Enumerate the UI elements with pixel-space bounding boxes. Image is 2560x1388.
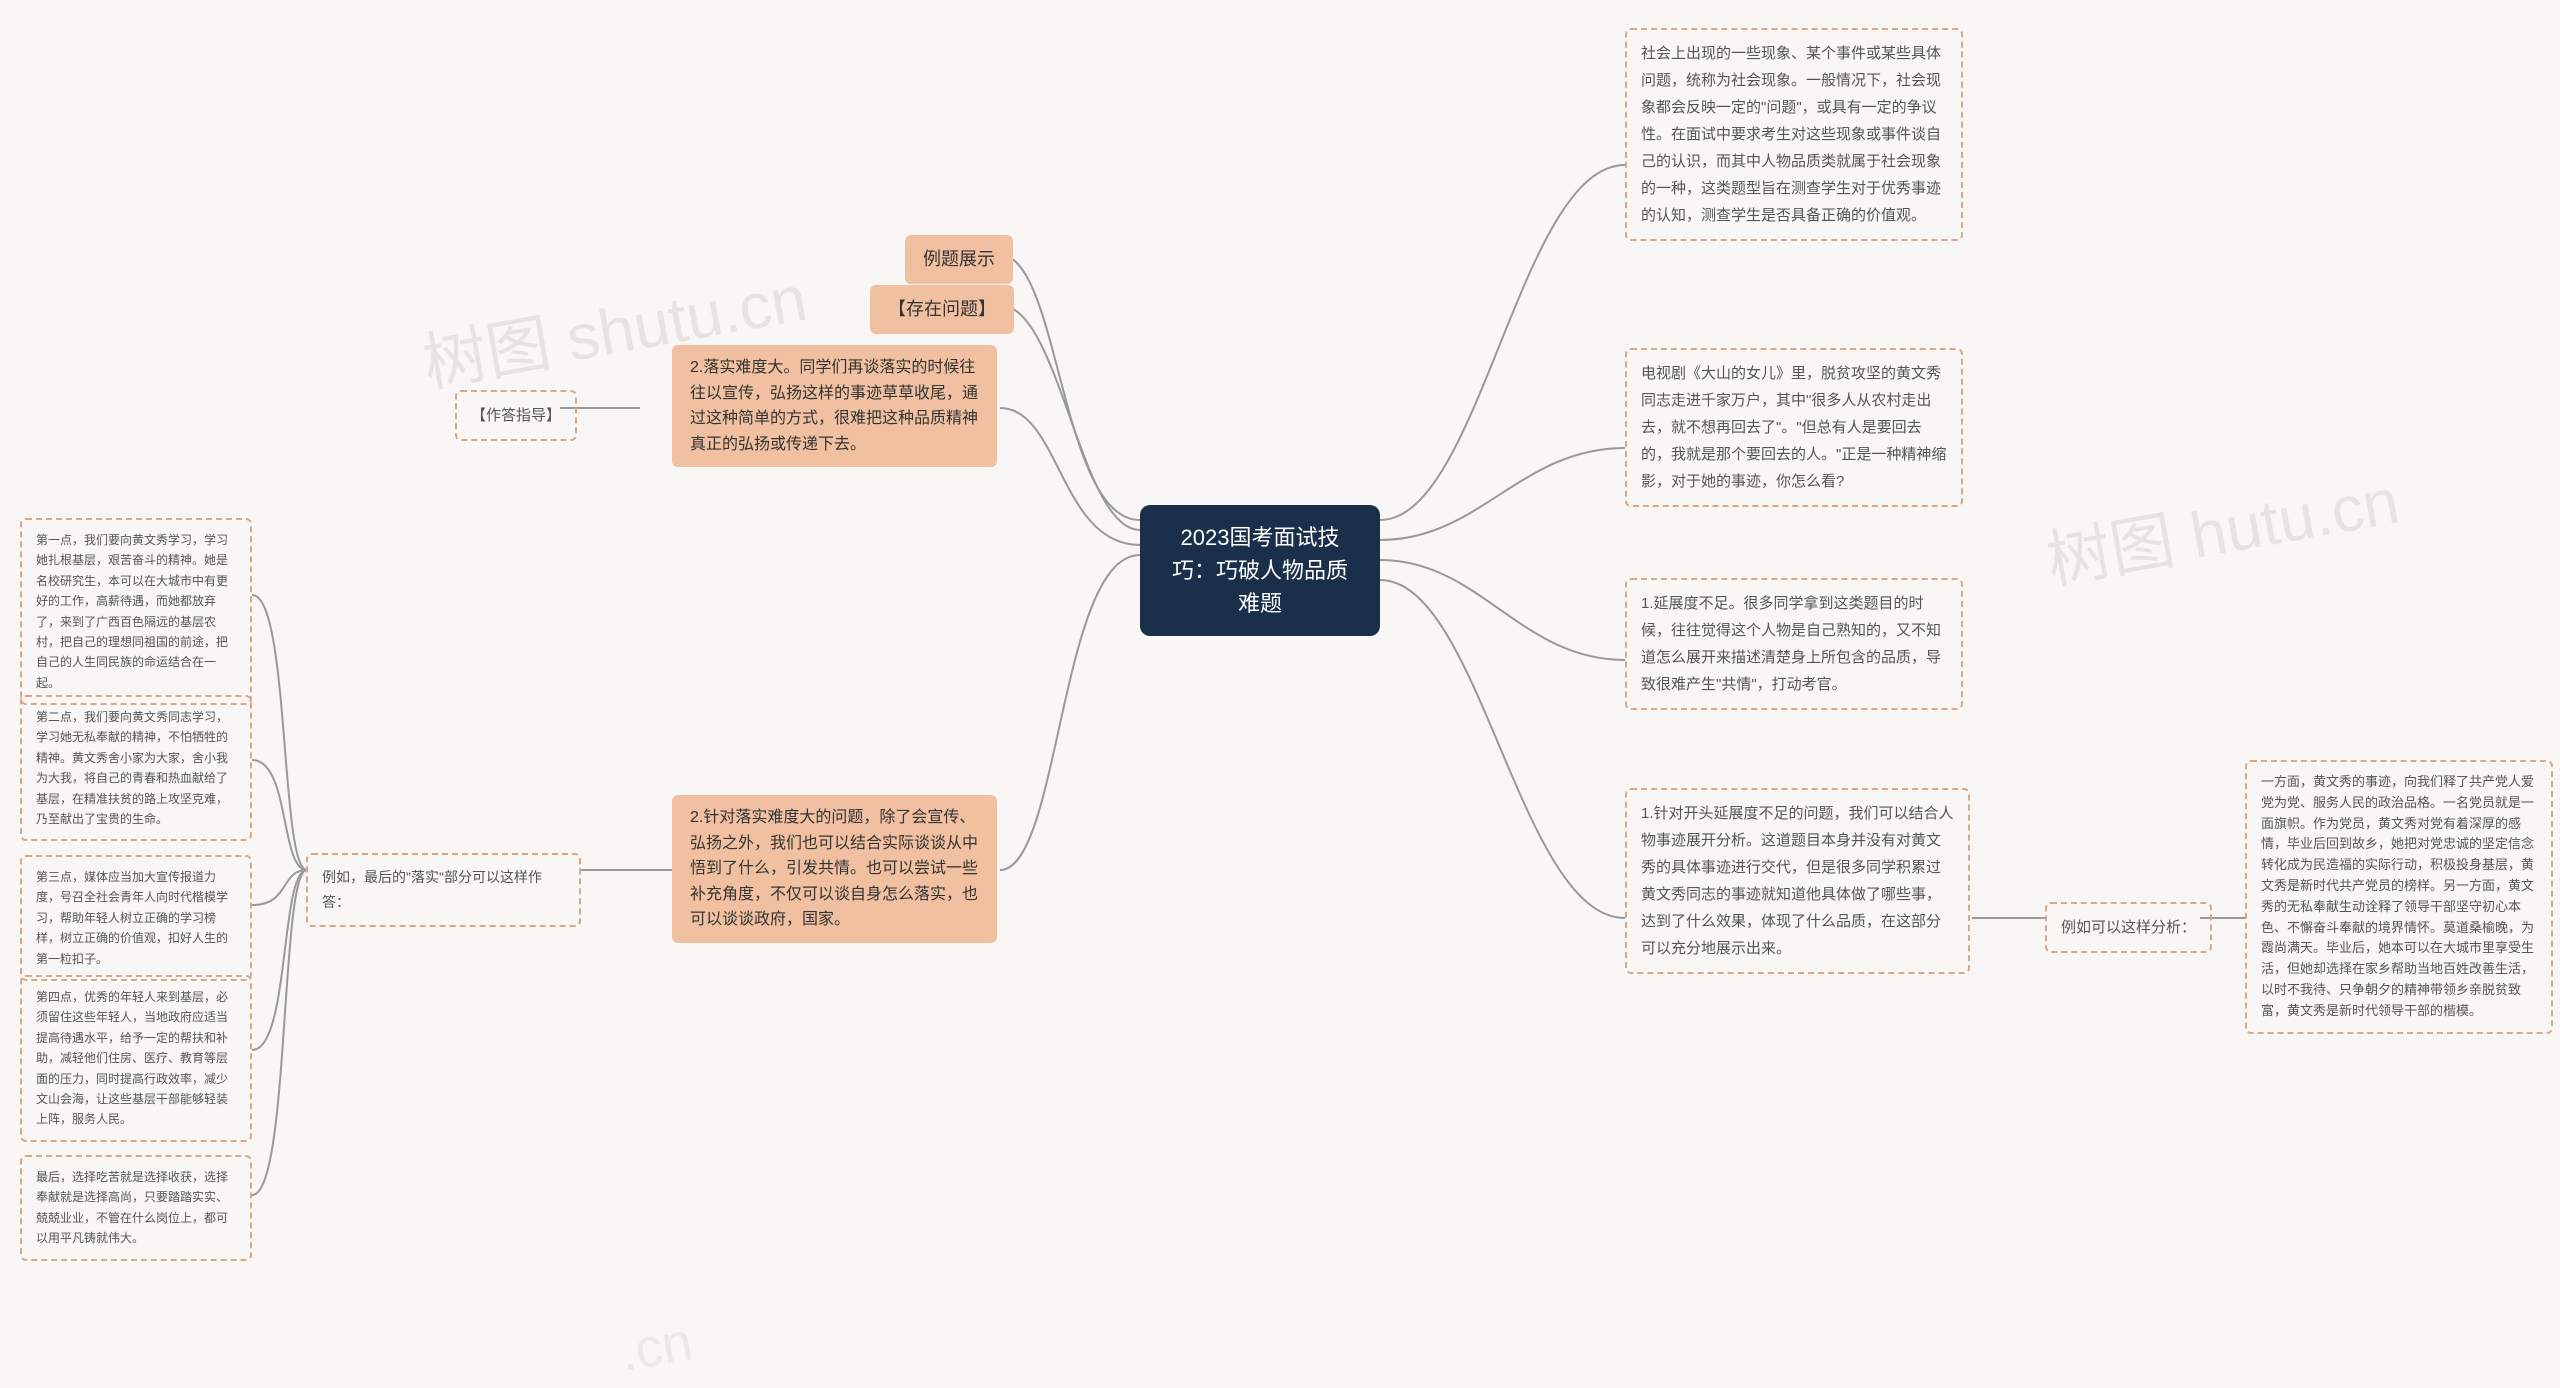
guide-title-text: 【作答指导】 <box>471 407 561 424</box>
left-point-2-text: 第二点，我们要向黄文秀同志学习，学习她无私奉献的精神，不怕牺牲的精神。黄文秀舍小… <box>36 710 228 826</box>
left-guide2-box: 2.针对落实难度大的问题，除了会宣传、弘扬之外，我们也可以结合实际谈谈从中悟到了… <box>672 795 997 943</box>
right-example-box: 一方面，黄文秀的事迹，向我们释了共产党人爱党为党、服务人民的政治品格。一名党员就… <box>2245 760 2553 1034</box>
left-guide2-text: 2.针对落实难度大的问题，除了会宣传、弘扬之外，我们也可以结合实际谈谈从中悟到了… <box>690 809 978 928</box>
left-example-label-text: 例如，最后的"落实"部分可以这样作答： <box>322 869 542 910</box>
left-point-5-text: 最后，选择吃苦就是选择收获，选择奉献就是选择高尚，只要踏踏实实、兢兢业业，不管在… <box>36 1170 228 1245</box>
right-example-label-text: 例如可以这样分析： <box>2061 919 2196 936</box>
left-point-5: 最后，选择吃苦就是选择收获，选择奉献就是选择高尚，只要踏踏实实、兢兢业业，不管在… <box>20 1155 252 1261</box>
right-guide1-box: 1.针对开头延展度不足的问题，我们可以结合人物事迹展开分析。这道题目本身并没有对… <box>1625 788 1970 974</box>
left-point-1-text: 第一点，我们要向黄文秀学习，学习她扎根基层，艰苦奋斗的精神。她是名校研究生，本可… <box>36 533 228 690</box>
right-example-text: 一方面，黄文秀的事迹，向我们释了共产党人爱党为党、服务人民的政治品格。一名党员就… <box>2261 774 2534 1018</box>
left-prob2-box: 2.落实难度大。同学们再谈落实的时候往往以宣传，弘扬这样的事迹草草收尾，通过这种… <box>672 345 997 467</box>
left-point-1: 第一点，我们要向黄文秀学习，学习她扎根基层，艰苦奋斗的精神。她是名校研究生，本可… <box>20 518 252 705</box>
left-example-label: 例如，最后的"落实"部分可以这样作答： <box>306 853 581 927</box>
left-point-4: 第四点，优秀的年轻人来到基层，必须留住这些年轻人，当地政府应适当提高待遇水平，给… <box>20 975 252 1142</box>
center-node: 2023国考面试技巧：巧破人物品质难题 <box>1140 505 1380 636</box>
right-tv-text: 电视剧《大山的女儿》里，脱贫攻坚的黄文秀同志走进千家万户，其中"很多人从农村走出… <box>1641 365 1946 490</box>
problem-title-node: 【存在问题】 <box>870 285 1014 334</box>
right-tv-box: 电视剧《大山的女儿》里，脱贫攻坚的黄文秀同志走进千家万户，其中"很多人从农村走出… <box>1625 348 1963 507</box>
watermark: .cn <box>615 1310 697 1384</box>
right-intro-box: 社会上出现的一些现象、某个事件或某些具体问题，统称为社会现象。一般情况下，社会现… <box>1625 28 1963 241</box>
guide-title-node: 【作答指导】 <box>455 390 577 441</box>
left-prob2-text: 2.落实难度大。同学们再谈落实的时候往往以宣传，弘扬这样的事迹草草收尾，通过这种… <box>690 359 978 453</box>
right-intro-text: 社会上出现的一些现象、某个事件或某些具体问题，统称为社会现象。一般情况下，社会现… <box>1641 45 1941 224</box>
example-title-node: 例题展示 <box>905 235 1013 284</box>
right-prob1-box: 1.延展度不足。很多同学拿到这类题目的时候，往往觉得这个人物是自己熟知的，又不知… <box>1625 578 1963 710</box>
right-example-label: 例如可以这样分析： <box>2045 902 2212 953</box>
left-point-4-text: 第四点，优秀的年轻人来到基层，必须留住这些年轻人，当地政府应适当提高待遇水平，给… <box>36 990 228 1126</box>
right-guide1-text: 1.针对开头延展度不足的问题，我们可以结合人物事迹展开分析。这道题目本身并没有对… <box>1641 805 1954 957</box>
left-point-3: 第三点，媒体应当加大宣传报道力度，号召全社会青年人向时代楷模学习，帮助年轻人树立… <box>20 855 252 981</box>
watermark: 树图 hutu.cn <box>2039 450 2405 602</box>
right-prob1-text: 1.延展度不足。很多同学拿到这类题目的时候，往往觉得这个人物是自己熟知的，又不知… <box>1641 595 1941 693</box>
left-point-3-text: 第三点，媒体应当加大宣传报道力度，号召全社会青年人向时代楷模学习，帮助年轻人树立… <box>36 870 228 966</box>
left-point-2: 第二点，我们要向黄文秀同志学习，学习她无私奉献的精神，不怕牺牲的精神。黄文秀舍小… <box>20 695 252 841</box>
center-title: 2023国考面试技巧：巧破人物品质难题 <box>1172 525 1348 616</box>
example-title-text: 例题展示 <box>923 249 995 269</box>
connector-layer <box>0 0 2560 1388</box>
problem-title-text: 【存在问题】 <box>888 299 996 319</box>
